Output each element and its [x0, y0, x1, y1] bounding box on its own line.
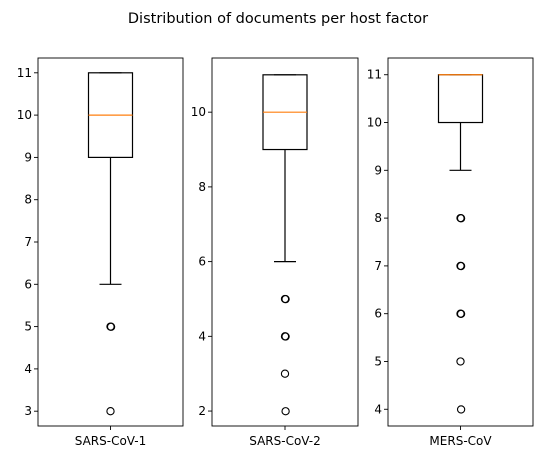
y-tick-label: 8: [24, 193, 32, 207]
outlier-point: [456, 214, 466, 223]
outlier-point: [281, 332, 290, 341]
x-tick-label: SARS-CoV-2: [249, 434, 321, 448]
outlier-point: [281, 407, 290, 416]
y-tick-label: 7: [374, 259, 382, 273]
y-tick-label: 10: [367, 116, 382, 130]
y-tick-label: 5: [24, 320, 32, 334]
y-tick-label: 8: [198, 180, 206, 194]
outlier-point: [106, 322, 116, 331]
boxplot-panel: 2 4 6 8 10 SARS-CoV-2: [191, 57, 359, 448]
y-tick-label: 11: [17, 66, 32, 80]
outlier-point: [280, 369, 290, 378]
outlier-point: [456, 309, 466, 319]
y-tick-label: 8: [374, 211, 382, 225]
outlier-point: [456, 405, 466, 414]
boxplot-panel: 3 4 5 6 7 8 9 10 11 SARS-CoV-1: [17, 57, 184, 448]
y-tick-label: 4: [24, 362, 32, 376]
y-tick-label: 3: [24, 404, 32, 418]
y-tick-label: 2: [198, 404, 206, 418]
y-tick-label: 7: [24, 235, 32, 249]
y-tick-label: 5: [374, 354, 382, 368]
x-tick-label: SARS-CoV-1: [75, 434, 147, 448]
y-tick-label: 11: [367, 68, 382, 82]
y-tick-label: 6: [374, 307, 382, 321]
boxplot-panel: 4 5 6 7 8 9 10 11 MERS-CoV: [367, 57, 534, 448]
y-tick-label: 6: [198, 255, 206, 269]
axes-frame: [387, 57, 534, 427]
y-tick-label: 4: [198, 329, 206, 343]
y-tick-label: 10: [17, 108, 32, 122]
iqr-box: [437, 74, 484, 124]
outlier-point: [456, 357, 465, 366]
outlier-point: [106, 407, 115, 416]
y-tick-label: 4: [374, 402, 382, 416]
chart-title: Distribution of documents per host facto…: [128, 11, 428, 27]
y-tick-label: 9: [374, 163, 382, 177]
y-tick-label: 9: [24, 150, 32, 164]
y-tick-label: 10: [191, 105, 206, 119]
outlier-point: [281, 295, 290, 304]
y-tick-label: 6: [24, 277, 32, 291]
outlier-point: [456, 261, 466, 271]
x-tick-label: MERS-CoV: [429, 434, 492, 448]
